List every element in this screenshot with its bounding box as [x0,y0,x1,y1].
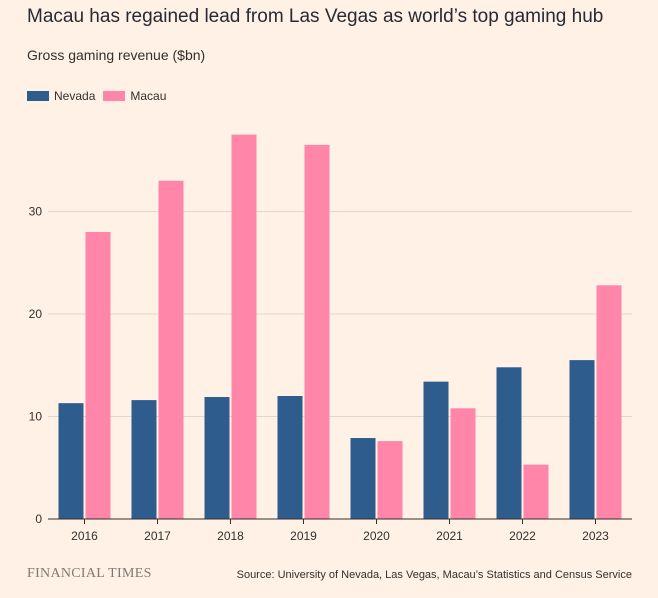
bar-nevada-2020 [350,438,376,519]
legend-item-macau: Macau [103,89,166,103]
x-tick-label-2020: 2020 [363,529,390,543]
bar-chart: 0 10 20 30 2016 2017 2018 2019 2020 2021 2022 2023 [29,134,632,543]
legend-item-nevada: Nevada [27,89,95,103]
x-tick-label-2016: 2016 [71,529,98,543]
bar-nevada-2017 [131,400,157,519]
source-note: Source: University of Nevada, Las Vegas,… [236,569,632,581]
x-tick-label-2022: 2022 [509,529,536,543]
bar-macau-2019 [304,144,330,519]
bar-nevada-2018 [204,397,230,519]
y-tick-label-30: 30 [29,205,43,219]
legend-label-nevada: Nevada [54,89,96,103]
bar-nevada-2019 [277,396,303,519]
x-tick-label-2017: 2017 [144,529,171,543]
page-title: Macau has regained lead from Las Vegas a… [27,6,604,27]
ft-logo: FINANCIAL TIMES [27,566,152,581]
bar-macau-2023 [596,285,622,519]
x-tick-label-2018: 2018 [217,529,244,543]
chart-subtitle: Gross gaming revenue ($bn) [27,47,206,63]
bar-nevada-2016 [58,403,84,519]
bar-macau-2022 [523,464,549,519]
legend-label-macau: Macau [130,89,167,103]
bar-macau-2021 [450,408,476,519]
bar-nevada-2022 [496,367,522,519]
bar-macau-2020 [377,441,403,519]
legend-swatch-nevada [27,91,49,101]
legend-swatch-macau [103,91,126,101]
bar-nevada-2023 [569,360,595,519]
legend: Nevada Macau [27,89,174,103]
y-tick-label-20: 20 [29,307,43,321]
x-tick-label-2021: 2021 [436,529,463,543]
y-tick-label-0: 0 [35,512,42,526]
bar-nevada-2021 [423,381,449,519]
bar-macau-2017 [158,180,184,519]
bar-macau-2016 [85,232,111,519]
x-tick-label-2023: 2023 [582,529,609,543]
x-tick-label-2019: 2019 [290,529,317,543]
bar-macau-2018 [231,134,257,519]
y-tick-label-10: 10 [29,410,43,424]
